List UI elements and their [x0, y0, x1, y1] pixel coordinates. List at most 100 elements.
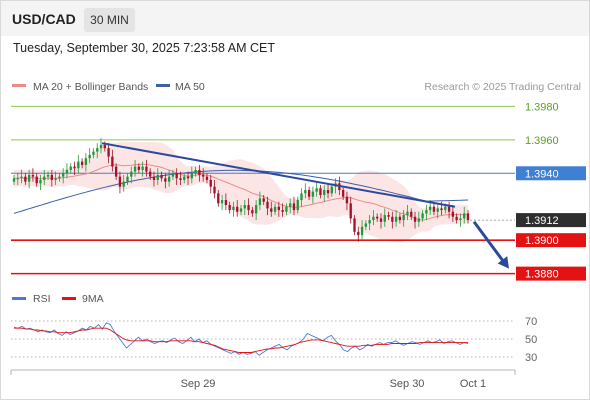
- interval-button[interactable]: 30 MIN: [84, 8, 135, 32]
- candle-body: [357, 231, 360, 236]
- candle-body: [77, 161, 80, 169]
- chart-header: USD/CAD 30 MIN: [1, 1, 589, 36]
- candle: [254, 200, 258, 221]
- candle: [394, 210, 398, 227]
- candle-body: [80, 161, 84, 165]
- last-price-tag: [516, 213, 586, 228]
- candle: [65, 163, 69, 179]
- candle: [455, 213, 458, 224]
- candle-body: [43, 176, 46, 180]
- candle-body: [326, 190, 330, 194]
- candle-body: [459, 218, 462, 221]
- candles: [12, 138, 470, 242]
- candle-body: [224, 200, 228, 206]
- ma20-legend-label: MA 20 + Bollinger Bands: [33, 81, 148, 93]
- candle-body: [73, 166, 76, 169]
- legend: MA 20 + Bollinger Bands MA 50 Research ©…: [12, 81, 581, 305]
- candle: [421, 210, 424, 222]
- candle: [217, 190, 220, 207]
- candle-body: [205, 176, 209, 180]
- candle-body: [436, 208, 439, 212]
- candle: [300, 188, 303, 207]
- candle-body: [103, 144, 106, 149]
- candle-body: [251, 210, 254, 214]
- moving-averages: [13, 163, 469, 221]
- candle: [213, 179, 216, 199]
- candle: [39, 174, 42, 190]
- candle: [436, 203, 439, 219]
- x-axis: Sep 29 Sep 30 Oct 1: [10, 369, 516, 390]
- candle: [84, 153, 88, 172]
- last-price-label: 1.3912: [525, 215, 559, 227]
- candle-body: [315, 188, 318, 192]
- candle-body: [183, 176, 186, 180]
- candle: [224, 193, 228, 211]
- candle-body: [466, 213, 470, 221]
- candle: [54, 171, 57, 185]
- candle-body: [292, 203, 296, 211]
- candle-body: [270, 208, 273, 212]
- candle: [406, 205, 409, 221]
- candle-body: [58, 176, 61, 179]
- candle: [319, 184, 322, 199]
- candle-body: [376, 216, 379, 219]
- bollinger-bands: [14, 141, 468, 243]
- candle: [99, 138, 103, 154]
- x-tick-label: Sep 29: [181, 378, 216, 390]
- candle-body: [201, 174, 205, 177]
- candle: [398, 213, 402, 224]
- candle: [145, 159, 148, 177]
- candle-body: [54, 178, 57, 180]
- candle: [58, 173, 61, 182]
- candle: [126, 173, 129, 185]
- candle-body: [62, 173, 65, 177]
- candle: [459, 213, 462, 227]
- candle: [62, 168, 65, 184]
- candle-body: [432, 206, 436, 212]
- candle-body: [360, 226, 364, 236]
- candle-body: [92, 151, 95, 155]
- candle-body: [353, 218, 356, 232]
- candle: [353, 215, 356, 236]
- candle-body: [372, 216, 375, 221]
- x-tick-label: Sep 30: [390, 378, 425, 390]
- candle-body: [16, 178, 19, 180]
- candle-body: [304, 190, 307, 194]
- ma50-line: [13, 169, 469, 214]
- candle: [175, 168, 178, 185]
- rsi-line: [13, 322, 469, 356]
- rsi-tick-70: 70: [525, 316, 537, 328]
- candle-body: [387, 215, 390, 217]
- candle: [451, 205, 455, 222]
- candle: [383, 208, 386, 227]
- candle: [417, 211, 420, 227]
- candle-body: [126, 176, 129, 182]
- candle: [122, 174, 125, 192]
- rsi-legend-label: RSI: [33, 293, 51, 305]
- candle-body: [209, 179, 212, 187]
- ma50-legend-label: MA 50: [175, 81, 205, 93]
- candle: [164, 173, 167, 189]
- candle-body: [39, 179, 42, 184]
- candle: [111, 149, 114, 172]
- credit-text: Research © 2025 Trading Central: [424, 81, 581, 93]
- candle-body: [175, 173, 178, 179]
- candle-body: [394, 216, 398, 222]
- candle: [194, 166, 197, 177]
- candle-body: [12, 178, 16, 182]
- price-levels: [11, 105, 515, 275]
- candle: [315, 181, 318, 197]
- timestamp: Tuesday, September 30, 2025 7:23:58 AM C…: [13, 41, 275, 55]
- candle: [149, 168, 152, 180]
- candle: [198, 164, 201, 182]
- candle-body: [217, 193, 220, 204]
- candle-body: [118, 176, 122, 187]
- candle-body: [114, 166, 118, 177]
- candle: [232, 201, 235, 217]
- candle: [243, 200, 246, 216]
- candle: [31, 168, 35, 182]
- candle-body: [96, 148, 99, 152]
- candle: [69, 163, 72, 174]
- candle: [24, 173, 27, 185]
- candle-body: [413, 216, 417, 222]
